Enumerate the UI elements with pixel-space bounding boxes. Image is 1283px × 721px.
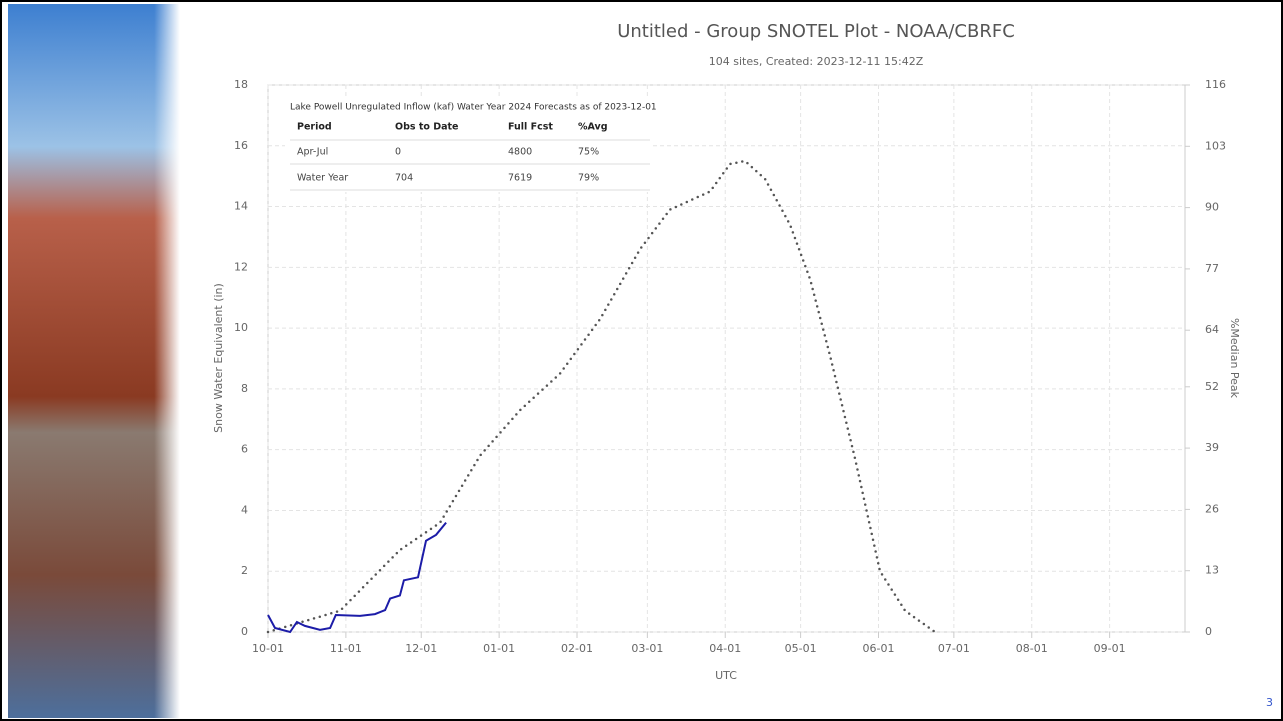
x-tick-label: 05-01 xyxy=(785,642,817,655)
chart-title: Untitled - Group SNOTEL Plot - NOAA/CBRF… xyxy=(617,21,1015,42)
y-tick-label: 4 xyxy=(241,503,248,516)
y-tick-label: 16 xyxy=(234,139,248,152)
table-cell: 0 xyxy=(395,147,401,158)
table-cell: 4800 xyxy=(508,147,532,158)
y2-tick-label: 52 xyxy=(1205,380,1219,393)
table-title: Lake Powell Unregulated Inflow (kaf) Wat… xyxy=(290,103,657,113)
table-header: Full Fcst xyxy=(508,122,553,133)
table-cell: 75% xyxy=(578,147,599,158)
table-header: Period xyxy=(297,122,332,133)
table-cell: 7619 xyxy=(508,173,532,184)
y-tick-label: 18 xyxy=(234,78,248,91)
x-tick-label: 07-01 xyxy=(938,642,970,655)
y-tick-label: 6 xyxy=(241,443,248,456)
x-tick-label: 01-01 xyxy=(483,642,515,655)
y-tick-label: 8 xyxy=(241,382,248,395)
table-cell: Water Year xyxy=(297,173,348,184)
y-tick-label: 12 xyxy=(234,260,248,273)
x-tick-label: 03-01 xyxy=(631,642,663,655)
y-axis-label: Snow Water Equivalent (in) xyxy=(212,283,225,433)
page-number: 3 xyxy=(1266,696,1273,709)
table-cell: 79% xyxy=(578,173,599,184)
y2-tick-label: 39 xyxy=(1205,441,1219,454)
x-axis-label: UTC xyxy=(715,669,737,682)
y2-tick-label: 77 xyxy=(1205,262,1219,275)
y2-tick-label: 103 xyxy=(1205,139,1226,152)
y-tick-label: 0 xyxy=(241,625,248,638)
table-cell: 704 xyxy=(395,173,413,184)
y2-axis-label: %Median Peak xyxy=(1228,318,1241,399)
y-tick-label: 2 xyxy=(241,564,248,577)
y-tick-label: 14 xyxy=(234,200,248,213)
y2-tick-label: 90 xyxy=(1205,201,1219,214)
x-tick-label: 04-01 xyxy=(709,642,741,655)
y2-tick-label: 0 xyxy=(1205,625,1212,638)
y2-tick-label: 116 xyxy=(1205,78,1226,91)
forecast-table: Lake Powell Unregulated Inflow (kaf) Wat… xyxy=(285,96,657,192)
x-tick-label: 09-01 xyxy=(1094,642,1126,655)
y2-tick-label: 13 xyxy=(1205,564,1219,577)
chart-subtitle: 104 sites, Created: 2023-12-11 15:42Z xyxy=(709,55,924,68)
y2-tick-label: 64 xyxy=(1205,323,1219,336)
x-tick-label: 08-01 xyxy=(1016,642,1048,655)
x-tick-label: 12-01 xyxy=(405,642,437,655)
x-tick-label: 02-01 xyxy=(561,642,593,655)
table-header: Obs to Date xyxy=(395,122,459,133)
x-tick-label: 11-01 xyxy=(330,642,362,655)
x-tick-label: 06-01 xyxy=(863,642,895,655)
y2-tick-label: 26 xyxy=(1205,502,1219,515)
series-line xyxy=(267,521,447,634)
table-bg xyxy=(285,96,653,192)
y-tick-label: 10 xyxy=(234,321,248,334)
x-tick-label: 10-01 xyxy=(252,642,284,655)
table-cell: Apr-Jul xyxy=(297,147,328,158)
table-header: %Avg xyxy=(578,122,608,133)
photo-fade xyxy=(8,4,180,718)
